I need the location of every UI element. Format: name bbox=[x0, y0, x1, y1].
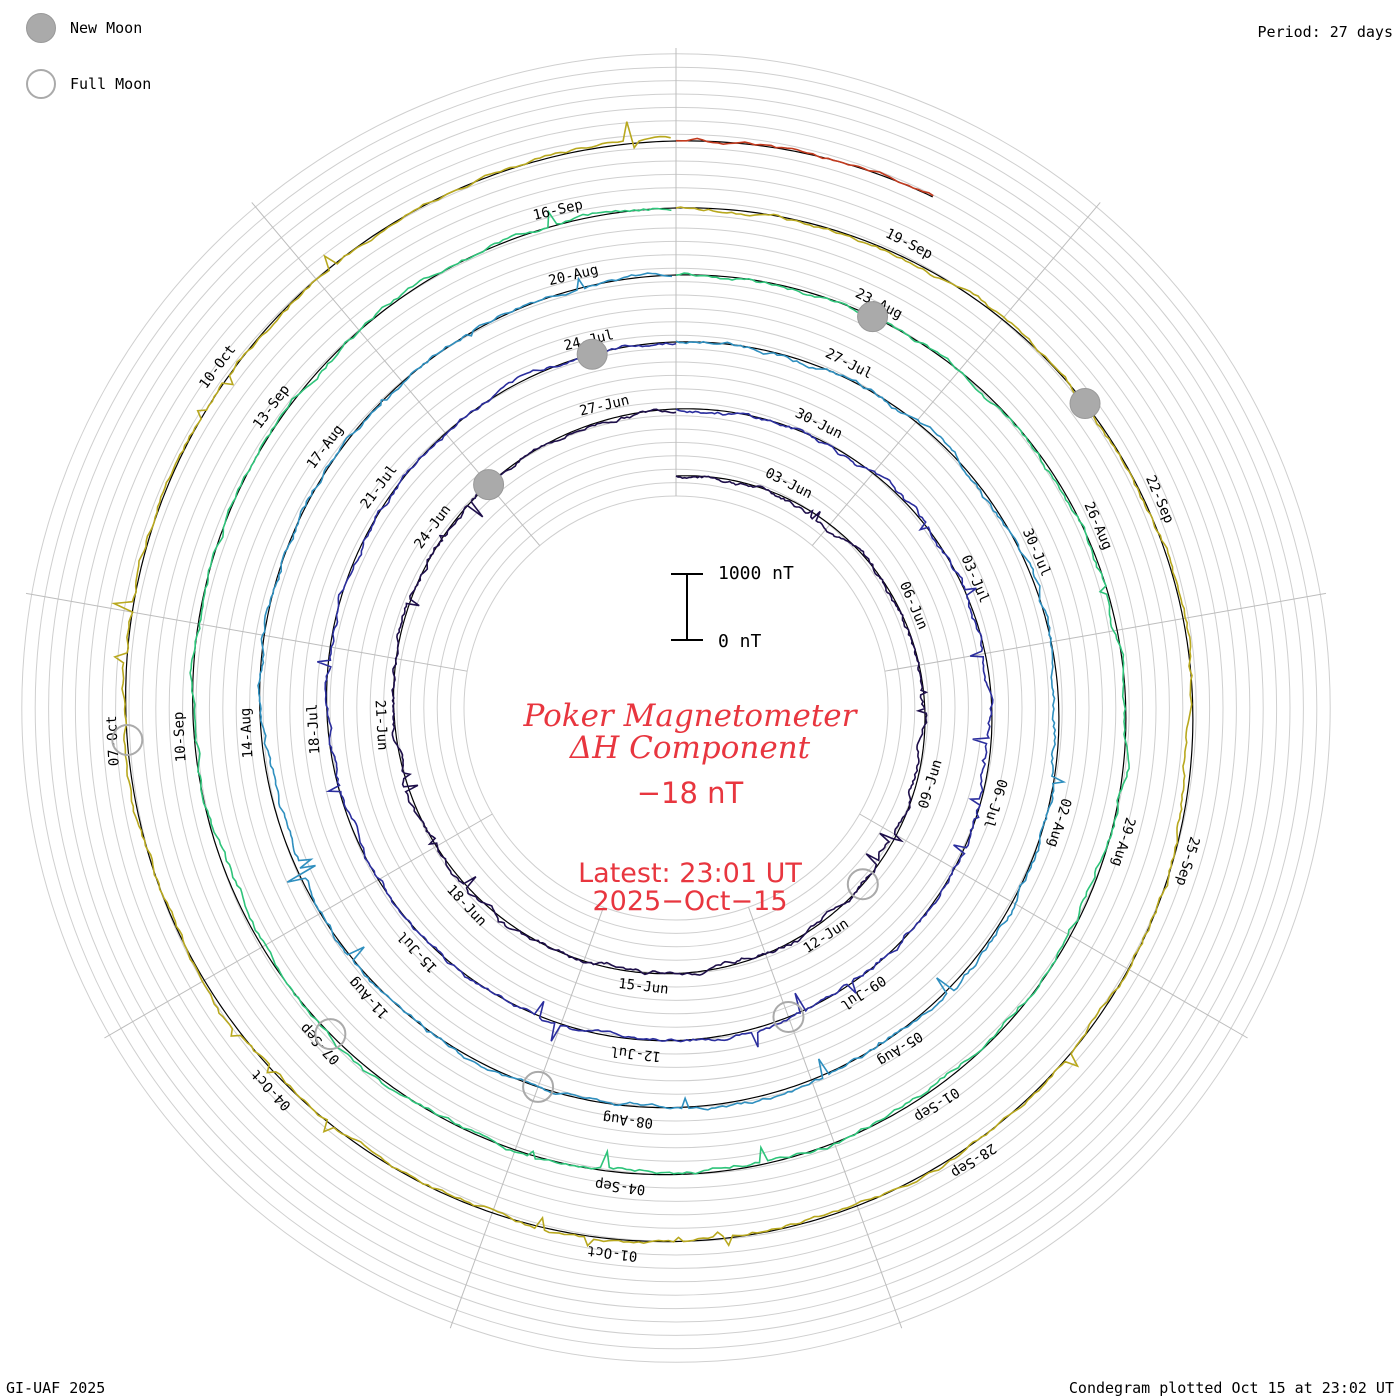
scale-bar bbox=[671, 573, 703, 641]
date-label: 22-Sep bbox=[1142, 473, 1177, 526]
spoke-line bbox=[859, 813, 1248, 1039]
date-label: 12-Jun bbox=[801, 916, 852, 957]
new-moon-marker bbox=[576, 338, 608, 370]
date-label: 06-Jun bbox=[896, 579, 931, 632]
full-moon-icon bbox=[26, 69, 56, 99]
full-moon-marker bbox=[846, 868, 879, 901]
date-label: 29-Aug bbox=[1108, 815, 1138, 868]
chart-title: Poker Magnetometer ΔH Component bbox=[440, 700, 940, 764]
period-label: Period: 27 days bbox=[1257, 23, 1393, 41]
moon-markers bbox=[111, 301, 1101, 1103]
date-label: 30-Jul bbox=[1019, 526, 1054, 579]
date-label: 01-Oct bbox=[586, 1242, 638, 1264]
latest-block: Latest: 23:01 UT 2025−Oct−15 bbox=[440, 860, 940, 916]
spoke-line bbox=[884, 592, 1327, 672]
date-label: 24-Jun bbox=[411, 502, 454, 552]
date-label: 04-Sep bbox=[594, 1176, 646, 1198]
spoke-line bbox=[25, 592, 468, 672]
new-moon-label: New Moon bbox=[70, 19, 143, 37]
legend-full-moon: Full Moon bbox=[26, 69, 151, 99]
spoke-line bbox=[449, 907, 604, 1329]
series-trace-4 bbox=[189, 207, 1130, 1175]
full-moon-marker bbox=[772, 1000, 805, 1033]
date-label: 28-Sep bbox=[948, 1140, 999, 1181]
latest-date: 2025−Oct−15 bbox=[592, 886, 788, 917]
scale-top-label: 1000 nT bbox=[718, 563, 794, 584]
date-label: 03-Jun bbox=[762, 465, 814, 502]
full-moon-label: Full Moon bbox=[70, 75, 152, 93]
date-label: 12-Jul bbox=[610, 1043, 662, 1065]
new-moon-marker bbox=[473, 469, 505, 501]
date-label: 27-Jul bbox=[823, 345, 875, 382]
series-trace-6 bbox=[675, 137, 934, 197]
date-label: 07-Sep bbox=[297, 1020, 343, 1068]
date-label: 05-Aug bbox=[874, 1028, 925, 1069]
full-moon-marker bbox=[111, 723, 144, 756]
baseline-spiral bbox=[125, 140, 1194, 1243]
date-label: 19-Sep bbox=[883, 226, 935, 263]
date-label: 15-Jun bbox=[617, 976, 669, 998]
new-moon-marker bbox=[857, 301, 889, 333]
title-line-1: Poker Magnetometer bbox=[523, 698, 857, 734]
latest-time: Latest: 23:01 UT bbox=[578, 858, 802, 889]
new-moon-marker bbox=[1069, 387, 1101, 419]
date-label: 15-Jul bbox=[394, 928, 440, 976]
spoke-line bbox=[748, 907, 903, 1329]
date-label: 21-Jun bbox=[371, 699, 390, 750]
series-trace-3 bbox=[257, 272, 1067, 1111]
date-label: 08-Aug bbox=[602, 1109, 654, 1131]
date-label: 01-Sep bbox=[911, 1084, 962, 1125]
baseline-spiral-path bbox=[125, 140, 1194, 1243]
scale-bottom-label: 0 nT bbox=[718, 631, 762, 652]
spoke-line bbox=[104, 813, 493, 1039]
title-line-2: ΔH Component bbox=[569, 730, 811, 766]
date-label: 18-Jul bbox=[305, 703, 324, 754]
data-traces bbox=[111, 121, 1193, 1248]
date-label: 14-Aug bbox=[238, 707, 257, 758]
footer-plotted: Condegram plotted Oct 15 at 23:02 UT bbox=[1068, 1379, 1394, 1397]
current-value: −18 nT bbox=[636, 776, 744, 810]
date-label: 26-Aug bbox=[1080, 500, 1115, 553]
series-trace-1 bbox=[391, 408, 929, 976]
legend-new-moon: New Moon bbox=[26, 13, 142, 43]
footer-credit: GI-UAF 2025 bbox=[6, 1379, 106, 1397]
full-moon-marker bbox=[314, 1018, 347, 1051]
full-moon-marker bbox=[522, 1070, 555, 1103]
series-trace-2 bbox=[317, 342, 994, 1048]
date-label: 10-Sep bbox=[171, 711, 190, 762]
date-label: 09-Jul bbox=[837, 972, 888, 1013]
date-label: 30-Jun bbox=[793, 405, 845, 442]
radial-spokes bbox=[25, 48, 1327, 1329]
spoke-line bbox=[811, 202, 1101, 546]
new-moon-icon bbox=[26, 13, 56, 43]
series-trace-5 bbox=[111, 121, 1193, 1248]
